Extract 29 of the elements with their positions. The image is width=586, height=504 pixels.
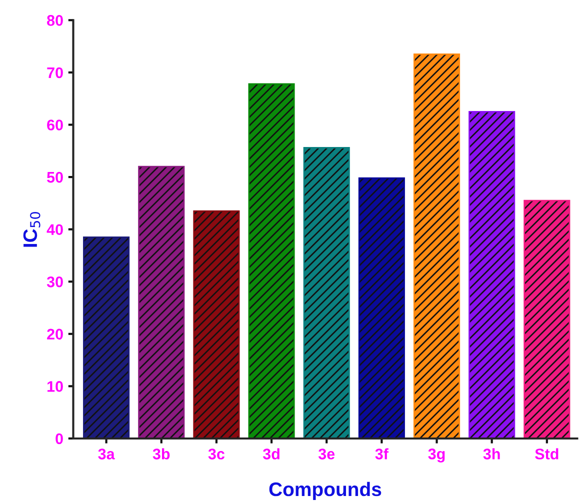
x-tick-label: 3f bbox=[375, 448, 389, 460]
bar bbox=[83, 236, 130, 438]
bar bbox=[303, 147, 350, 438]
x-axis-title: Compounds bbox=[269, 482, 382, 500]
x-tick-label: 3c bbox=[208, 448, 224, 460]
y-tick-label: 10 bbox=[48, 381, 63, 392]
x-tick-label: 3h bbox=[483, 448, 500, 460]
y-tick-label: 70 bbox=[47, 67, 63, 78]
y-tick-label: 60 bbox=[47, 120, 63, 130]
x-tick-label: 3e bbox=[318, 448, 335, 460]
x-tick-label: Std bbox=[535, 448, 558, 460]
y-tick-label: 50 bbox=[47, 172, 63, 183]
bar bbox=[468, 110, 516, 438]
y-tick-label: 30 bbox=[46, 276, 63, 288]
x-tick-label: 3a bbox=[98, 448, 115, 460]
bar bbox=[138, 166, 185, 438]
y-tick-label: 40 bbox=[46, 224, 63, 236]
x-tick-label: 3g bbox=[428, 448, 445, 462]
x-tick-label: 3d bbox=[262, 448, 280, 460]
bar bbox=[358, 177, 405, 438]
bar bbox=[524, 200, 570, 438]
y-tick-label: 20 bbox=[47, 328, 63, 340]
x-tick-label: 3b bbox=[152, 448, 170, 460]
bar bbox=[193, 210, 240, 438]
bar bbox=[248, 83, 295, 438]
bar bbox=[413, 53, 460, 438]
y-tick-label: 80 bbox=[47, 15, 63, 26]
y-tick-label: 0 bbox=[56, 433, 63, 444]
y-axis-title: IC$_{50}$ bbox=[23, 212, 40, 247]
